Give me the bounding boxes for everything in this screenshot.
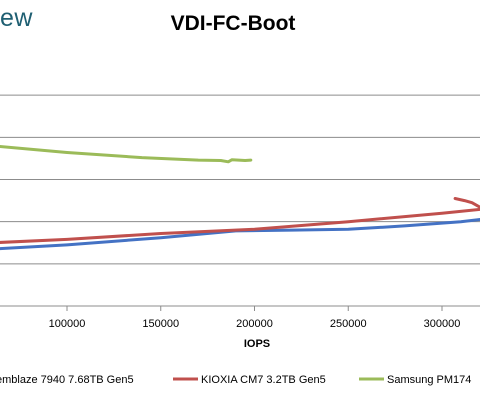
series-line bbox=[453, 197, 480, 209]
x-tick-label: 250000 bbox=[330, 318, 367, 330]
legend: emblaze 7940 7.68TB Gen5 KIOXIA CM7 3.2TB… bbox=[0, 374, 471, 386]
legend-label: KIOXIA CM7 3.2TB Gen5 bbox=[201, 374, 326, 386]
x-tick-label: 100000 bbox=[49, 318, 86, 330]
x-tick-labels: 100000 150000 200000 250000 300000 bbox=[49, 318, 461, 330]
x-tick-label: 200000 bbox=[236, 318, 273, 330]
series-line bbox=[0, 145, 253, 164]
series-lines bbox=[0, 145, 480, 251]
axes bbox=[0, 305, 480, 311]
series-line bbox=[0, 217, 480, 251]
chart-title: VDI-FC-Boot bbox=[170, 12, 296, 35]
brand-logo-fragment: ew bbox=[0, 4, 33, 32]
x-tick-label: 150000 bbox=[142, 318, 179, 330]
legend-label: Samsung PM174 bbox=[387, 374, 471, 386]
gridlines bbox=[0, 94, 480, 265]
legend-label: emblaze 7940 7.68TB Gen5 bbox=[0, 374, 134, 386]
x-tick-label: 300000 bbox=[424, 318, 461, 330]
x-axis-label: IOPS bbox=[244, 338, 270, 350]
series-line bbox=[0, 207, 480, 244]
